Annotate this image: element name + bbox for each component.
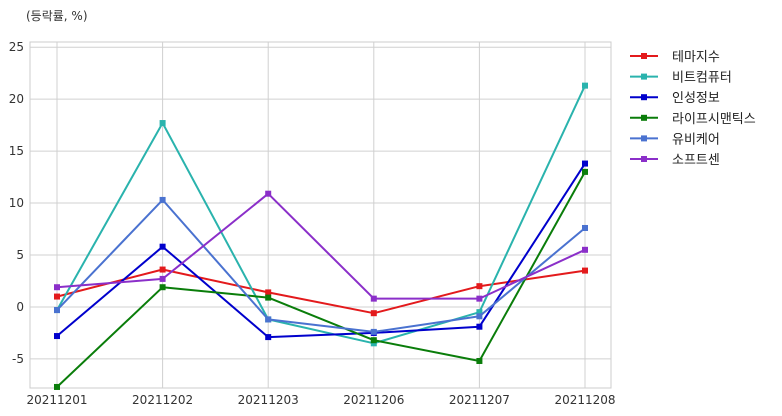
data-point xyxy=(476,313,483,320)
data-point xyxy=(476,283,483,290)
unit-label: (등락률, %) xyxy=(26,9,88,23)
data-point xyxy=(265,316,272,323)
data-point xyxy=(159,120,166,127)
series-line xyxy=(56,171,586,388)
data-point xyxy=(54,333,60,340)
legend-label: 라이프시맨틱스 xyxy=(672,112,756,127)
grid xyxy=(30,42,611,388)
data-point xyxy=(265,334,272,341)
series xyxy=(54,190,588,302)
data-point xyxy=(370,295,377,302)
x-tick-label: 20211207 xyxy=(449,393,510,407)
series xyxy=(54,266,588,317)
y-tick-label: 5 xyxy=(16,248,24,262)
legend-label: 테마지수 xyxy=(672,50,720,65)
data-point xyxy=(476,295,483,302)
x-tick-label: 20211201 xyxy=(26,393,87,407)
legend-swatch-marker xyxy=(641,156,647,162)
legend-label: 비트컴퓨터 xyxy=(672,71,732,86)
data-point xyxy=(582,267,588,274)
axis-ticks: -5 0 5 10 15 20 25 20211201 20211202 20211203 2021… xyxy=(9,40,616,407)
data-point xyxy=(476,309,483,316)
series-line xyxy=(56,198,586,333)
y-tick-label: 15 xyxy=(9,144,24,158)
x-tick-label: 20211206 xyxy=(343,393,404,407)
series xyxy=(54,168,588,390)
data-point xyxy=(476,357,483,364)
legend-swatch-marker xyxy=(641,94,647,101)
data-point xyxy=(54,383,60,390)
legend-item: 소프트센 xyxy=(630,153,720,168)
legend-swatch-marker xyxy=(641,73,647,80)
x-tick-label: 20211203 xyxy=(238,393,299,407)
y-tick-label: -5 xyxy=(12,352,24,366)
legend-item: 테마지수 xyxy=(630,50,720,65)
y-tick-label: 20 xyxy=(9,92,24,106)
series-line xyxy=(56,163,586,339)
legend-item: 비트컴퓨터 xyxy=(630,71,732,86)
data-point xyxy=(582,224,588,231)
series-lines xyxy=(54,82,588,390)
legend-item: 라이프시맨틱스 xyxy=(630,112,756,127)
data-point xyxy=(265,190,272,197)
data-point xyxy=(159,284,166,291)
data-point xyxy=(582,168,588,175)
y-tick-label: 25 xyxy=(9,40,24,54)
legend-label: 유비케어 xyxy=(672,132,720,147)
legend-item: 인성정보 xyxy=(630,91,720,106)
data-point xyxy=(54,293,60,300)
data-point xyxy=(582,246,588,253)
data-point xyxy=(159,196,166,203)
series-line xyxy=(56,85,586,345)
series-line xyxy=(56,192,586,300)
legend-swatch-marker xyxy=(641,135,647,142)
data-point xyxy=(265,294,272,301)
legend-swatch-marker xyxy=(641,53,647,59)
legend-label: 인성정보 xyxy=(672,91,720,106)
data-point xyxy=(476,323,483,330)
series-line xyxy=(56,268,586,315)
data-point xyxy=(582,82,588,89)
legend-item: 유비케어 xyxy=(630,132,720,147)
data-point xyxy=(159,275,166,282)
data-point xyxy=(370,328,377,335)
legend-label: 소프트센 xyxy=(672,153,720,168)
x-tick-label: 20211208 xyxy=(554,393,615,407)
data-point xyxy=(54,307,60,314)
y-tick-label: 0 xyxy=(16,300,24,314)
data-point xyxy=(54,284,60,291)
data-point xyxy=(159,243,166,250)
data-point xyxy=(265,289,272,296)
data-point xyxy=(370,310,377,317)
y-tick-label: 10 xyxy=(9,196,24,210)
data-point xyxy=(159,266,166,273)
data-point xyxy=(370,340,377,347)
legend-swatch-marker xyxy=(641,114,647,121)
x-tick-label: 20211202 xyxy=(132,393,193,407)
series xyxy=(54,196,588,335)
data-point xyxy=(370,337,377,344)
data-point xyxy=(582,160,588,167)
